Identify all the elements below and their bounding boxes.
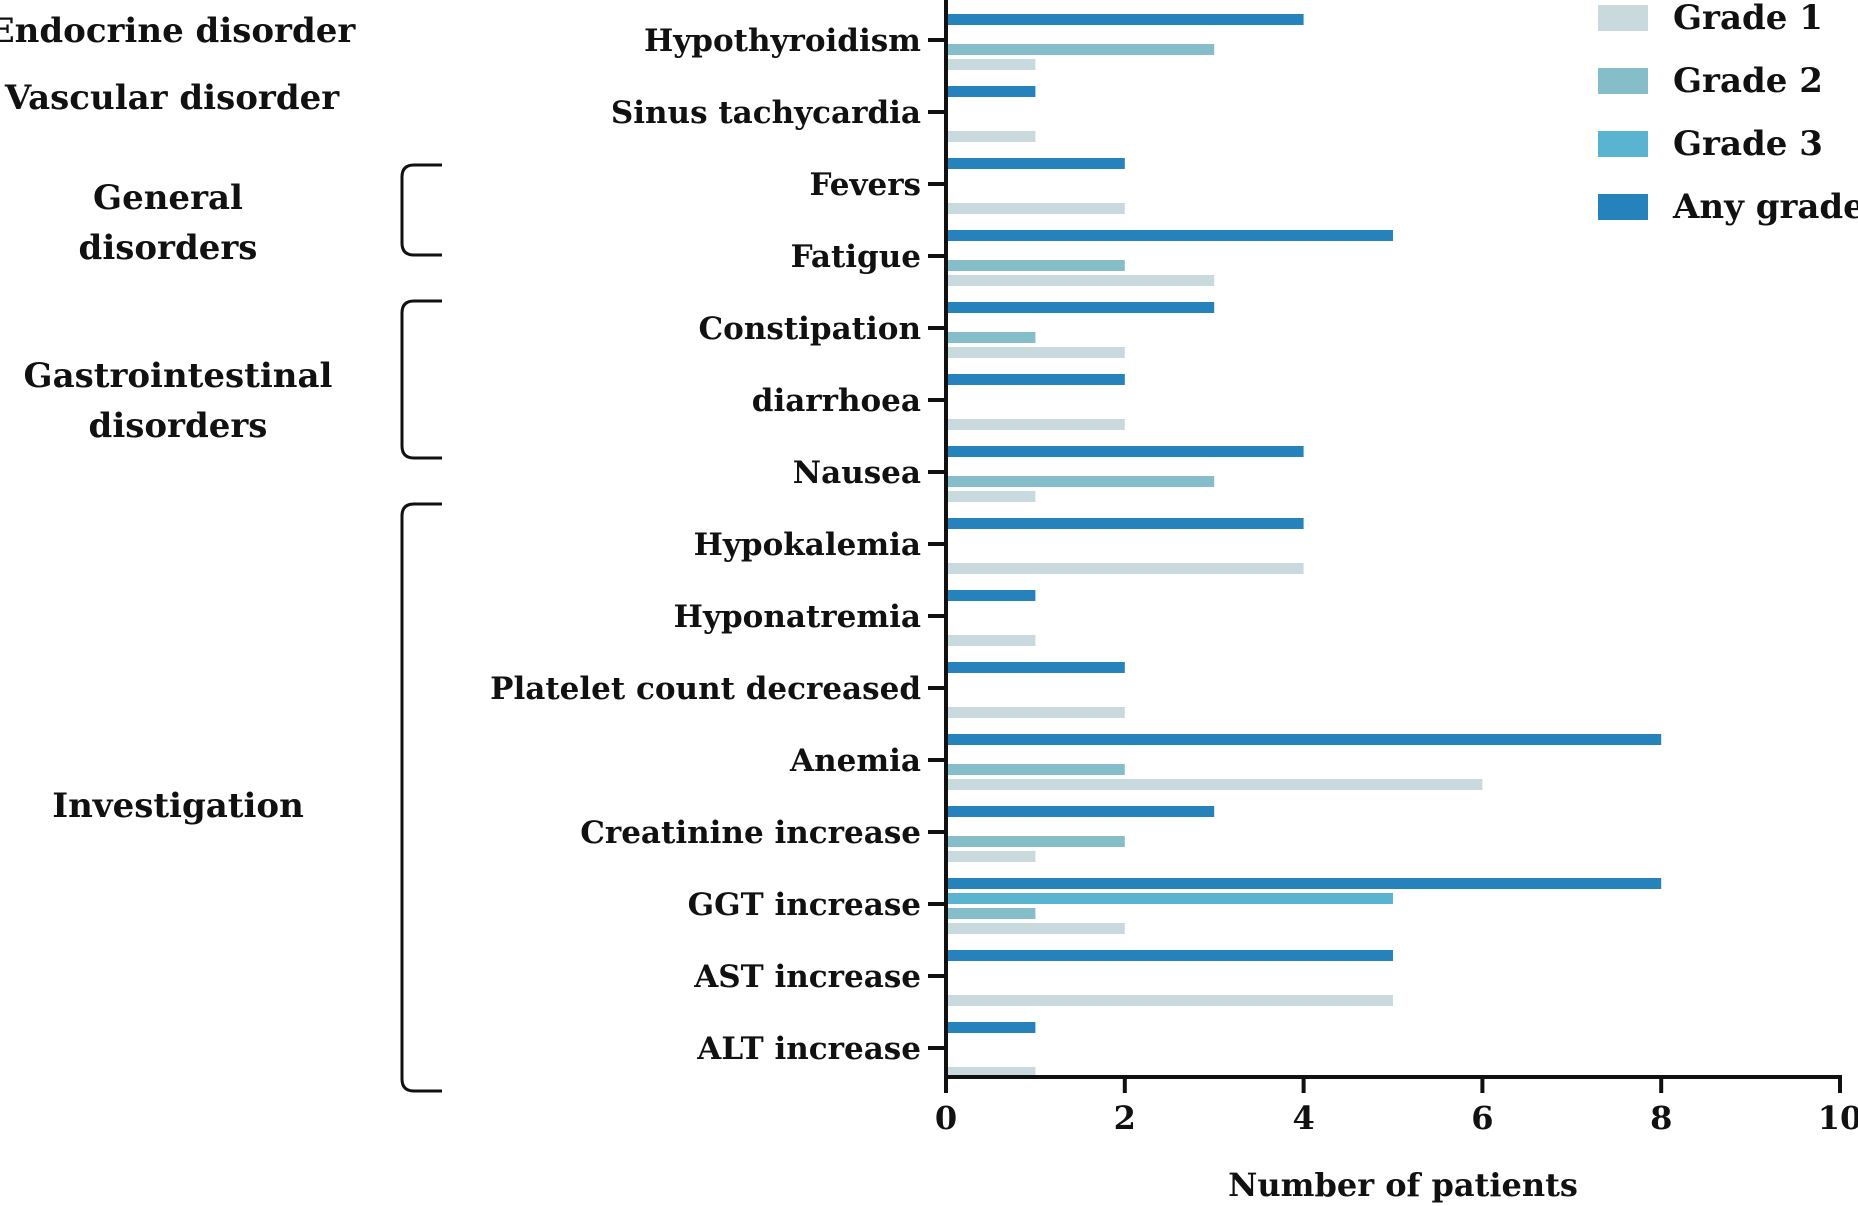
category-label-fatigue: Fatigue: [791, 239, 921, 275]
bar-alt-increase-grade-1: [947, 1067, 1036, 1078]
category-label-diarrhoea: diarrhoea: [752, 383, 921, 419]
bar-creatinine-increase-grade-1: [947, 851, 1036, 862]
category-label-fevers: Fevers: [809, 167, 921, 203]
group-bracket-gastrointestinal-disorders: [400, 299, 442, 460]
group-label-general-disorders-line1: General: [93, 178, 243, 218]
group-label-endocrine-disorder-line1: Endocrine disorder: [0, 11, 356, 51]
legend-label-grade-3: Grade 3: [1673, 124, 1823, 164]
bar-ggt-increase-grade-3: [947, 893, 1393, 904]
x-tick-label-8: 8: [1650, 1099, 1672, 1137]
bar-fatigue-any-grade: [947, 230, 1393, 241]
group-bracket-investigation: [400, 502, 442, 1093]
bar-sinus-tachycardia-grade-1: [947, 131, 1036, 142]
bar-hypothyroidism-grade-2: [947, 44, 1215, 55]
bar-fatigue-grade-2: [947, 260, 1125, 271]
group-label-gastrointestinal-disorders-line2: disorders: [89, 406, 268, 446]
bar-fevers-grade-1: [947, 203, 1125, 214]
category-labels-layer: Hypothyroidism Sinus tachycardia Fevers Fat…: [490, 23, 921, 1067]
bar-hyponatremia-grade-1: [947, 635, 1036, 646]
bar-nausea-grade-2: [947, 476, 1215, 487]
legend-swatch-grade-2: [1598, 68, 1648, 94]
category-label-hyponatremia: Hyponatremia: [674, 599, 921, 635]
x-axis-title: Number of patients: [1228, 1166, 1578, 1204]
bar-hypothyroidism-any-grade: [947, 14, 1304, 25]
group-labels-layer: Endocrine disorder Vascular disorder Gener…: [0, 11, 442, 1093]
bar-hypokalemia-any-grade: [947, 518, 1304, 529]
group-label-gastrointestinal-disorders-line1: Gastrointestinal: [24, 356, 333, 396]
category-label-ggt-increase: GGT increase: [688, 887, 921, 923]
bar-nausea-grade-1: [947, 491, 1036, 502]
bar-platelet-count-decreased-grade-1: [947, 707, 1125, 718]
x-tick-label-0: 0: [935, 1099, 957, 1137]
group-label-vascular-disorder-line1: Vascular disorder: [4, 78, 340, 118]
bar-hypokalemia-grade-1: [947, 563, 1304, 574]
x-tick-label-2: 2: [1114, 1099, 1136, 1137]
bar-diarrhoea-grade-1: [947, 419, 1125, 430]
bar-constipation-grade-2: [947, 332, 1036, 343]
category-label-alt-increase: ALT increase: [696, 1031, 921, 1067]
legend-swatch-any-grade: [1598, 194, 1648, 220]
bar-platelet-count-decreased-any-grade: [947, 662, 1125, 673]
bar-alt-increase-any-grade: [947, 1022, 1036, 1033]
category-label-creatinine-increase: Creatinine increase: [580, 815, 921, 851]
bar-diarrhoea-any-grade: [947, 374, 1125, 385]
bar-constipation-any-grade: [947, 302, 1215, 313]
group-label-investigation-line1: Investigation: [52, 786, 304, 826]
legend-label-grade-2: Grade 2: [1673, 61, 1823, 101]
bar-fatigue-grade-1: [947, 275, 1215, 286]
legend: Grade 1 Grade 2 Grade 3 Any grade: [1598, 0, 1858, 227]
category-label-sinus-tachycardia: Sinus tachycardia: [611, 95, 921, 131]
category-label-ast-increase: AST increase: [693, 959, 921, 995]
group-label-general-disorders-line2: disorders: [79, 228, 258, 268]
bar-ast-increase-grade-1: [947, 995, 1393, 1006]
bar-ggt-increase-any-grade: [947, 878, 1662, 889]
bar-ast-increase-any-grade: [947, 950, 1393, 961]
legend-label-grade-1: Grade 1: [1673, 0, 1823, 38]
x-tick-label-10: 10: [1818, 1099, 1858, 1137]
legend-swatch-grade-1: [1598, 5, 1648, 31]
x-tick-label-6: 6: [1471, 1099, 1493, 1137]
bar-anemia-any-grade: [947, 734, 1662, 745]
bar-anemia-grade-2: [947, 764, 1125, 775]
category-label-anemia: Anemia: [789, 743, 921, 779]
bar-hypothyroidism-grade-1: [947, 59, 1036, 70]
bar-constipation-grade-1: [947, 347, 1125, 358]
bar-creatinine-increase-any-grade: [947, 806, 1215, 817]
bar-ggt-increase-grade-2: [947, 908, 1036, 919]
bar-sinus-tachycardia-any-grade: [947, 86, 1036, 97]
bar-ggt-increase-grade-1: [947, 923, 1125, 934]
category-label-hypothyroidism: Hypothyroidism: [644, 23, 921, 59]
category-label-constipation: Constipation: [698, 311, 921, 347]
bar-nausea-any-grade: [947, 446, 1304, 457]
axes-layer: 0 2 4 6 8 10 Number of patients: [928, 0, 1858, 1204]
legend-label-any-grade: Any grade: [1672, 187, 1858, 227]
bar-anemia-grade-1: [947, 779, 1483, 790]
category-label-hypokalemia: Hypokalemia: [694, 527, 921, 563]
bar-fevers-any-grade: [947, 158, 1125, 169]
category-label-platelet-count-decreased: Platelet count decreased: [490, 671, 921, 707]
bar-creatinine-increase-grade-2: [947, 836, 1125, 847]
legend-swatch-grade-3: [1598, 131, 1648, 157]
group-bracket-general-disorders: [400, 163, 442, 257]
bar-hyponatremia-any-grade: [947, 590, 1036, 601]
bars-layer: [947, 14, 1662, 1078]
x-tick-label-4: 4: [1292, 1099, 1314, 1137]
category-label-nausea: Nausea: [793, 455, 921, 491]
